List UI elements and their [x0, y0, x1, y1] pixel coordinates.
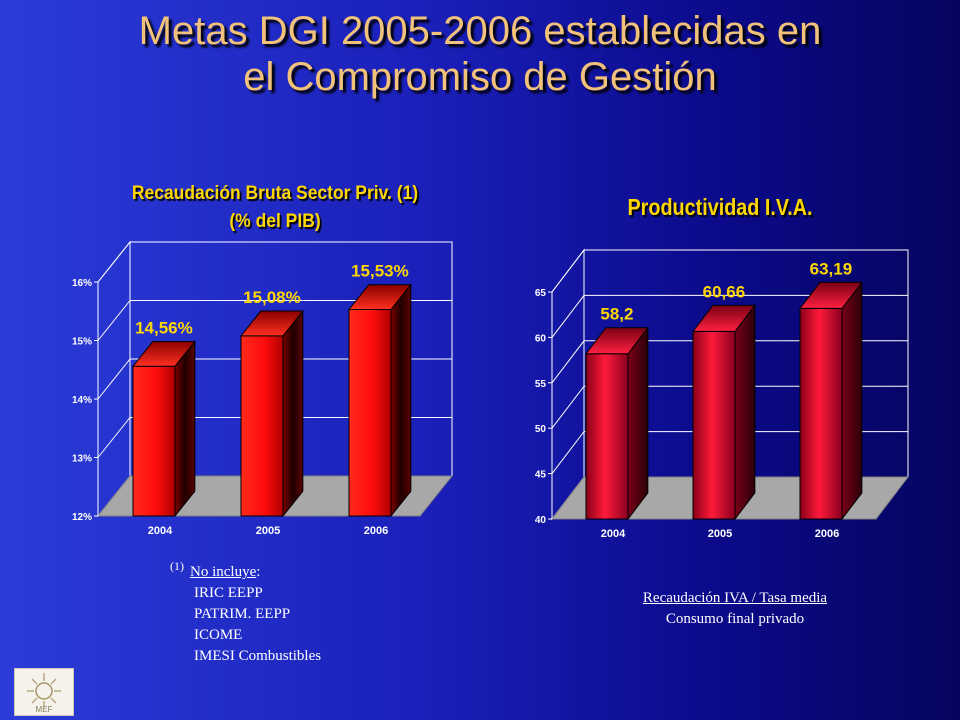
chart1-bar-top	[239, 310, 304, 337]
chart2-data-label: 63,19	[810, 259, 853, 278]
chart1-bar-side	[174, 340, 196, 518]
chart2-y-tick-label: 40	[535, 515, 547, 526]
chart1-y-tick-label: 12%	[72, 512, 92, 523]
chart1-bar-top	[131, 340, 196, 367]
chart2-gridline	[551, 249, 908, 293]
footnote-heading: (1) No incluye:	[170, 556, 321, 583]
logo-text: MEF	[35, 705, 53, 714]
chart1-x-tick-label: 2004	[148, 525, 173, 537]
chart2-title-text: Productividad I.V.A.	[627, 194, 813, 220]
chart1-title: Recaudación Bruta Sector Priv. (1) (% de…	[96, 180, 455, 236]
chart2-gridline	[551, 294, 908, 338]
chart1-data-label: 15,53%	[351, 262, 409, 281]
footnote-item: PATRIM. EEPP	[194, 606, 291, 622]
mef-logo: MEF	[14, 668, 74, 716]
footnote-item: IMESI Combustibles	[194, 648, 322, 664]
chart2: 40 45 50 55 60 65 58,2 2004 60,66 2005 63,19 2006	[535, 248, 910, 540]
chart2-bar	[799, 307, 843, 520]
chart2-x-tick-label: 2005	[708, 528, 732, 540]
slide-title-line1: Metas DGI 2005-2006 establecidas en	[138, 9, 822, 53]
footnote-item: ICOME	[194, 627, 243, 643]
chart1-title-line1: Recaudación Bruta Sector Priv. (1)	[131, 183, 419, 204]
chart1-bar	[348, 308, 392, 517]
chart1-gridline	[97, 241, 452, 283]
chart2-y-tick-label: 65	[535, 288, 547, 299]
chart2-x-tick-label: 2006	[815, 528, 839, 540]
footnote-heading-text: No incluye	[190, 564, 257, 580]
chart2-data-label: 58,2	[600, 305, 633, 324]
chart2-y-tick-label: 55	[535, 379, 547, 390]
chart2-y-tick-label: 50	[535, 424, 547, 435]
chart2-side-wall	[551, 248, 585, 521]
chart1-title-line2: (% del PIB)	[229, 211, 321, 232]
footnote: (1) No incluye: IRIC EEPP PATRIM. EEPP IC…	[170, 556, 321, 667]
chart1-x-tick-label: 2005	[256, 525, 280, 537]
slide-title-line2: el Compromiso de Gestión	[243, 55, 717, 99]
chart2-bar-side	[841, 280, 863, 521]
chart1-data-label: 15,08%	[243, 288, 301, 307]
footnote-marker: (1)	[170, 559, 184, 573]
chart2-y-tick-label: 45	[535, 470, 547, 481]
chart1-data-label: 14,56%	[135, 318, 193, 337]
footnote-heading-suffix: :	[256, 564, 261, 580]
chart2-data-label: 60,66	[703, 282, 746, 301]
chart1-y-tick-label: 13%	[72, 454, 92, 465]
chart1-bar	[132, 365, 176, 517]
iva-ratio-formula: Recaudación IVA / Tasa media Consumo fin…	[590, 588, 880, 630]
chart1-y-tick-label: 14%	[72, 395, 92, 406]
chart2-title: Productividad I.V.A.	[582, 192, 857, 222]
chart2-bar-top	[584, 327, 649, 355]
ratio-denominator: Consumo final privado	[665, 611, 805, 627]
chart1-gridline	[97, 417, 452, 458]
chart2-y-tick-label: 60	[535, 333, 547, 344]
chart1-bar-side	[390, 283, 412, 518]
chart1-bar	[240, 335, 284, 517]
chart2-bar-top	[691, 304, 756, 332]
chart1-gridline	[97, 300, 452, 341]
chart2-bar	[692, 330, 736, 520]
chart1-bar-top	[347, 284, 412, 310]
slide-title: Metas DGI 2005-2006 establecidas en el C…	[0, 8, 960, 100]
chart1-gridline	[97, 358, 452, 400]
ratio-numerator: Recaudación IVA / Tasa media	[642, 590, 828, 606]
chart1-y-tick-label: 16%	[72, 278, 92, 289]
chart1-y-tick-label: 15%	[72, 337, 92, 348]
chart1: 12% 13% 14% 15% 16% 14,56% 2004 15,08% 2005 15,53…	[72, 240, 454, 537]
chart2-bar-side	[734, 303, 756, 521]
footnote-item: IRIC EEPP	[194, 585, 263, 601]
chart2-bar-top	[798, 281, 863, 309]
chart1-x-tick-label: 2006	[364, 525, 388, 537]
chart2-bar-side	[627, 326, 649, 521]
chart1-bar-side	[282, 309, 304, 518]
chart2-x-tick-label: 2004	[601, 528, 626, 540]
chart2-bar	[585, 353, 629, 520]
sun-emblem-icon	[27, 673, 61, 707]
